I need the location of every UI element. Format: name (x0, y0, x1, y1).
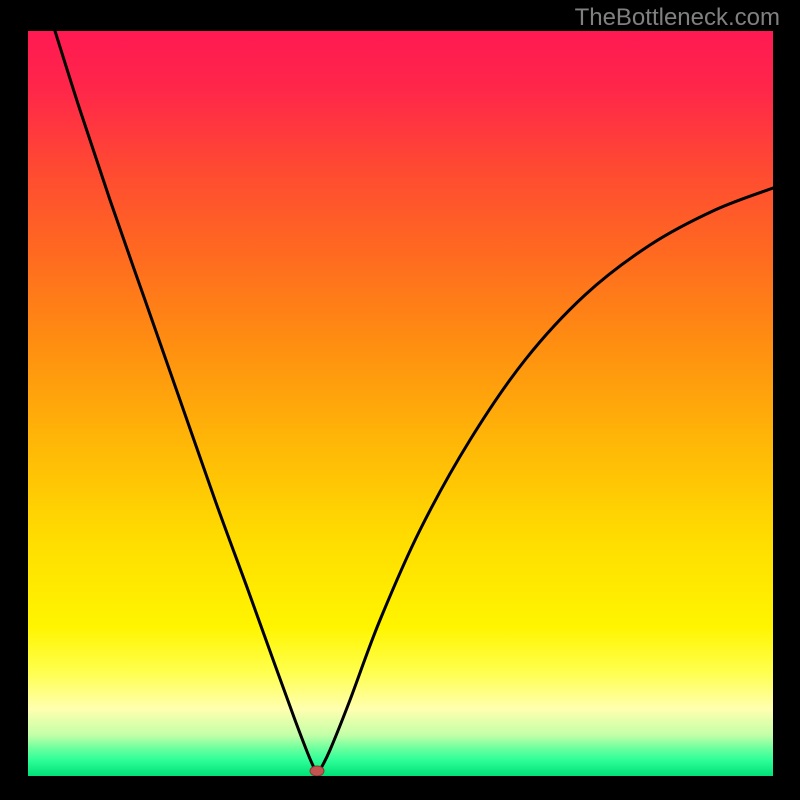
curve-layer (28, 31, 773, 776)
minimum-marker (310, 766, 324, 776)
watermark-text: TheBottleneck.com (575, 4, 780, 32)
chart-plot-area (28, 31, 773, 776)
curve-left-branch (55, 31, 315, 770)
curve-right-branch (320, 188, 773, 770)
